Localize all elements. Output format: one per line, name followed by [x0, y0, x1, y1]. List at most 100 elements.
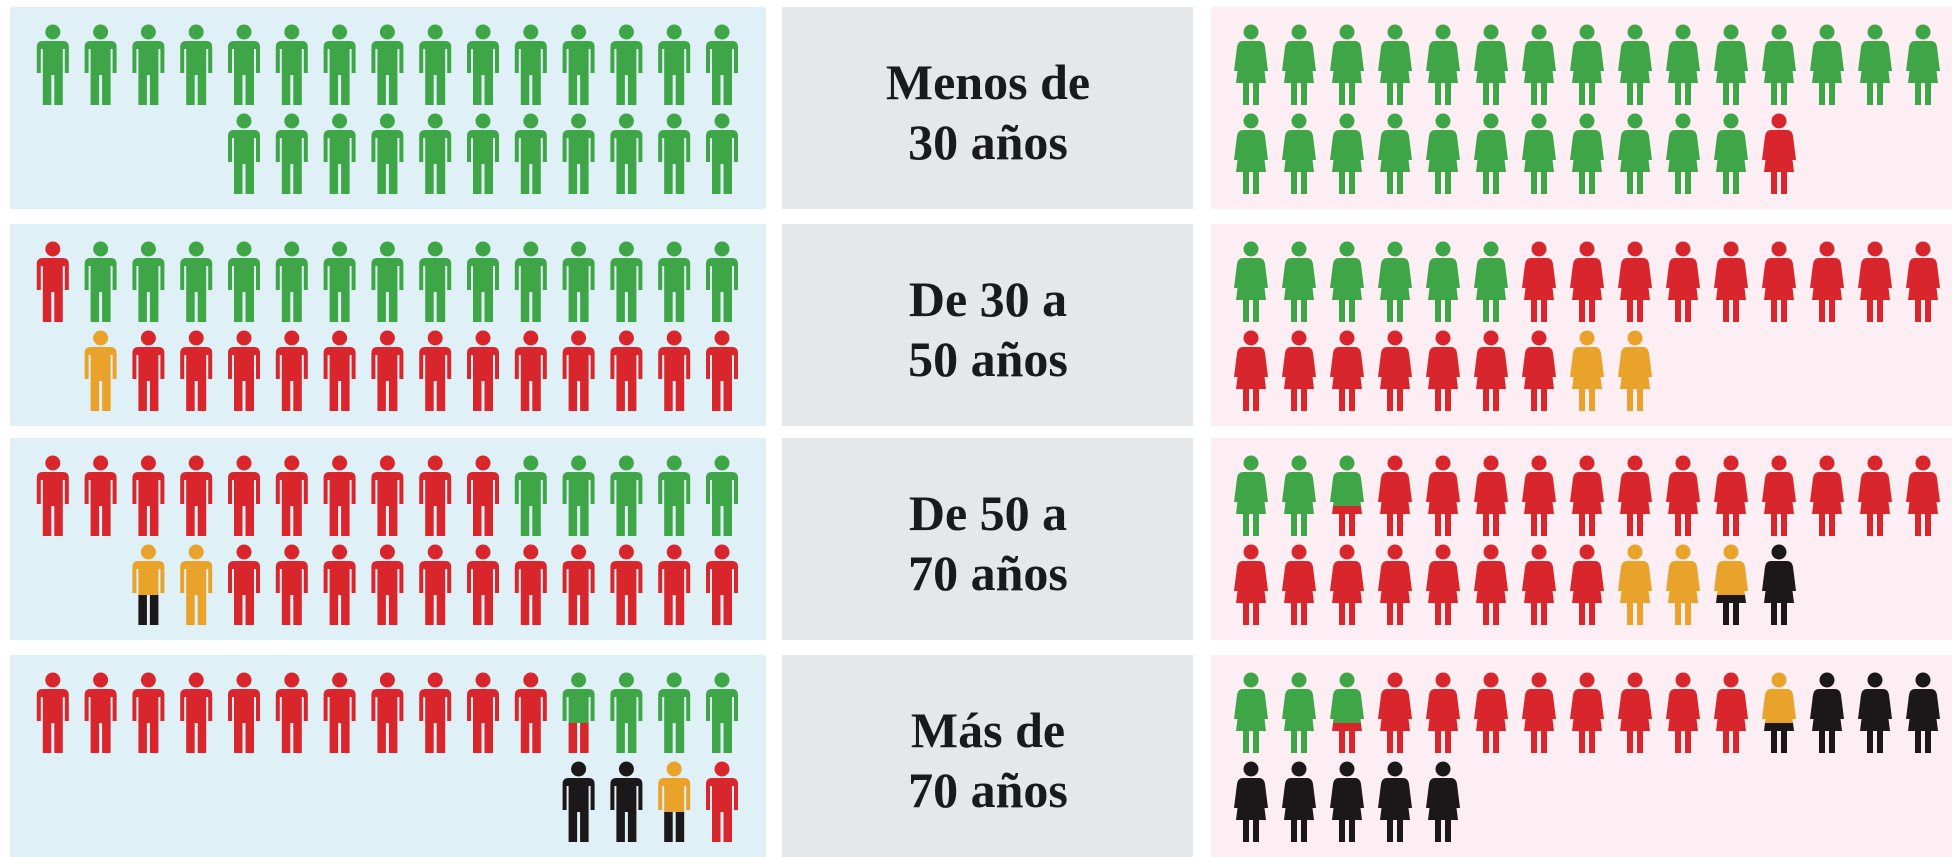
man-icon	[275, 24, 308, 105]
man-icon	[562, 330, 595, 411]
men-panel	[10, 7, 766, 209]
body	[706, 689, 738, 753]
body	[1330, 472, 1364, 506]
head	[666, 761, 682, 777]
head	[1291, 241, 1307, 257]
head	[571, 761, 587, 777]
figure-part	[658, 761, 691, 812]
head	[571, 330, 587, 346]
figure-part	[371, 330, 404, 411]
figure-part	[132, 330, 165, 411]
figure-part	[706, 330, 738, 411]
man-icon	[371, 330, 404, 411]
man-icon	[323, 544, 356, 625]
body	[228, 689, 260, 753]
man-icon	[706, 330, 738, 411]
head	[1771, 672, 1787, 688]
woman-icon	[1282, 544, 1316, 625]
head	[1819, 672, 1835, 688]
body	[706, 472, 738, 536]
body	[467, 561, 499, 625]
label-panel	[782, 224, 1193, 426]
body	[610, 689, 643, 753]
head	[140, 672, 156, 688]
head	[427, 672, 443, 688]
figure-part	[371, 113, 404, 194]
head	[475, 241, 491, 257]
figure-part	[1234, 241, 1268, 322]
woman-icon	[1570, 455, 1604, 536]
head	[188, 330, 204, 346]
man-icon	[228, 241, 260, 322]
man-icon	[36, 241, 69, 322]
head	[1771, 544, 1787, 560]
figure-part	[514, 241, 547, 322]
body	[180, 472, 213, 536]
body	[1330, 258, 1364, 322]
woman-icon	[1522, 330, 1556, 411]
head	[618, 544, 634, 560]
head	[1435, 24, 1451, 40]
figure-part	[1330, 672, 1364, 723]
man-icon	[419, 672, 452, 753]
woman-icon	[1618, 330, 1652, 411]
body	[228, 472, 260, 536]
figure-part	[36, 24, 69, 105]
body	[323, 258, 356, 322]
woman-icon	[1474, 241, 1508, 322]
woman-icon	[1426, 455, 1460, 536]
head	[618, 113, 634, 129]
body	[1234, 561, 1268, 625]
head	[379, 544, 395, 560]
head	[1291, 330, 1307, 346]
body	[84, 41, 117, 105]
man-icon	[562, 672, 595, 753]
head	[1387, 113, 1403, 129]
head	[45, 455, 61, 471]
body	[1234, 41, 1268, 105]
head	[666, 113, 682, 129]
body	[371, 689, 404, 753]
figure-part	[323, 241, 356, 322]
man-icon	[84, 672, 117, 753]
figure-part	[1716, 595, 1746, 625]
figure-part	[514, 113, 547, 194]
man-icon	[610, 672, 643, 753]
woman-icon	[1618, 24, 1652, 105]
figure-part	[562, 241, 595, 322]
head	[1627, 672, 1643, 688]
head	[427, 330, 443, 346]
head	[284, 113, 300, 129]
head	[140, 544, 156, 560]
figure-part	[1522, 672, 1556, 753]
man-icon	[562, 24, 595, 105]
head	[140, 24, 156, 40]
figure-part	[1906, 672, 1940, 753]
man-icon	[658, 24, 691, 105]
body	[1762, 472, 1796, 536]
figure-part	[228, 330, 260, 411]
woman-icon	[1234, 455, 1268, 536]
body	[180, 561, 213, 625]
body	[1234, 130, 1268, 194]
woman-icon	[1522, 455, 1556, 536]
head	[1675, 672, 1691, 688]
head	[1531, 672, 1547, 688]
figure-part	[1522, 455, 1556, 536]
figure-part	[323, 455, 356, 536]
head	[427, 455, 443, 471]
body	[228, 258, 260, 322]
head	[1435, 544, 1451, 560]
body	[1522, 561, 1556, 625]
body	[1618, 130, 1652, 194]
head	[45, 24, 61, 40]
head	[236, 24, 252, 40]
man-icon	[514, 24, 547, 105]
head	[332, 330, 348, 346]
head	[1435, 241, 1451, 257]
figure-part	[1378, 113, 1412, 194]
woman-icon	[1714, 544, 1748, 625]
body	[371, 347, 404, 411]
man-icon	[658, 455, 691, 536]
figure-part	[664, 812, 685, 842]
